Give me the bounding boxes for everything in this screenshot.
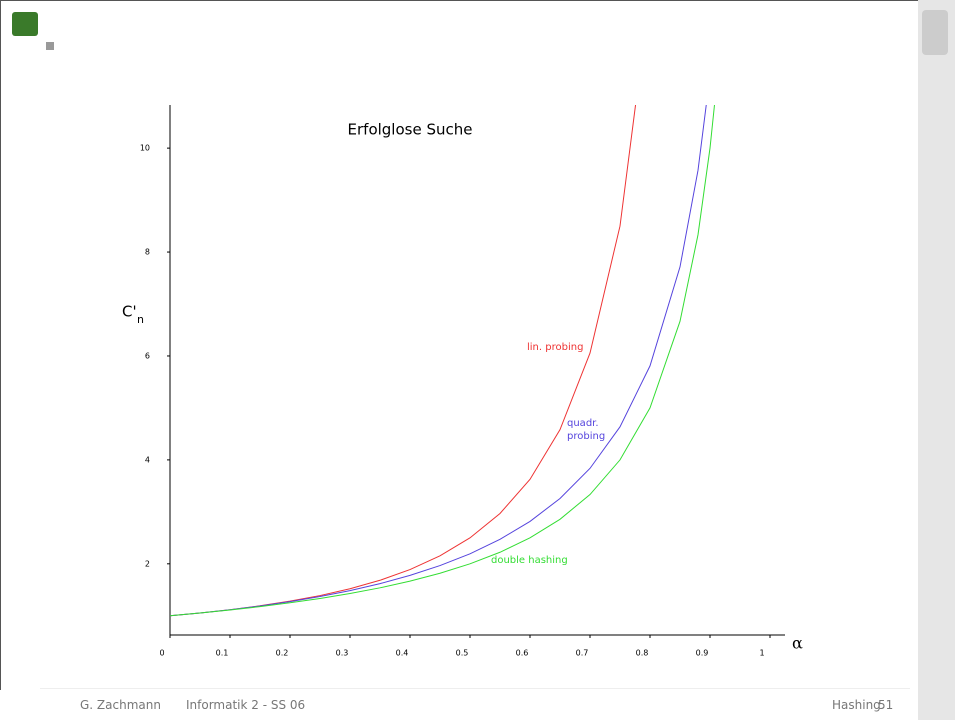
series-line <box>170 90 716 615</box>
x-tick-label: 0.2 <box>276 649 289 658</box>
series-line <box>170 13 716 616</box>
x-tick-label: 0.8 <box>636 649 649 658</box>
x-tick-label: 0.7 <box>576 649 589 658</box>
chart: Erfolglose Suche C' n α 2 4 6 8 10 0 0.1 0.2 0.3… <box>0 0 918 690</box>
x-tick-label: 0.3 <box>336 649 349 658</box>
y-axis-label: C' <box>122 303 137 321</box>
x-tick-label: 0.5 <box>456 649 469 658</box>
y-tick-label: 4 <box>145 455 150 464</box>
series-line <box>170 0 650 616</box>
portrait <box>922 10 948 55</box>
x-tick-label: 0.4 <box>396 649 409 658</box>
y-axis-label-subscript: n <box>137 313 144 326</box>
y-tick-label: 6 <box>145 351 150 360</box>
x-axis-label: α <box>792 634 803 653</box>
footer-course: Informatik 2 - SS 06 <box>186 698 305 712</box>
y-tick-label: 2 <box>145 559 150 568</box>
side-strip <box>918 0 955 720</box>
x-tick-label: 0 <box>159 649 164 658</box>
x-tick-label: 1 <box>759 649 764 658</box>
footer-topic: Hashing <box>832 698 881 712</box>
plot-area <box>170 0 716 616</box>
footer-author: G. Zachmann <box>80 698 161 712</box>
series-label: lin. probing <box>527 342 583 353</box>
chart-title: Erfolglose Suche <box>348 121 473 139</box>
x-tick-label: 0.9 <box>696 649 709 658</box>
x-tick-label: 0.6 <box>516 649 529 658</box>
y-tick-label: 10 <box>140 144 150 153</box>
x-tick-label: 0.1 <box>216 649 229 658</box>
footer-page: 51 <box>878 698 893 712</box>
series-label: double hashing <box>491 555 568 566</box>
series-label: probing <box>567 431 605 442</box>
slide: G. Zachmann Informatik 2 - SS 06 Hashing… <box>0 0 955 720</box>
series-label: quadr. <box>567 418 599 429</box>
y-tick-label: 8 <box>145 248 150 257</box>
